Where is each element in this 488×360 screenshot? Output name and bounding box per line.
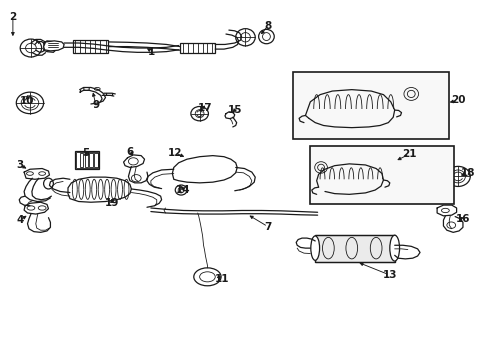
- Ellipse shape: [310, 236, 319, 260]
- Text: 11: 11: [215, 274, 229, 284]
- Text: 14: 14: [176, 185, 190, 195]
- Text: 8: 8: [264, 21, 271, 31]
- Polygon shape: [73, 40, 108, 53]
- Text: 13: 13: [382, 270, 396, 280]
- Polygon shape: [68, 177, 131, 202]
- Text: 21: 21: [401, 149, 416, 159]
- Bar: [315, 234, 394, 262]
- Bar: [76, 152, 98, 168]
- Bar: [89, 153, 93, 167]
- Text: 9: 9: [92, 100, 99, 110]
- Text: 18: 18: [460, 168, 474, 178]
- Polygon shape: [43, 41, 57, 50]
- Text: 5: 5: [82, 148, 89, 158]
- Text: 15: 15: [227, 105, 242, 115]
- Bar: [84, 153, 88, 167]
- Text: 12: 12: [168, 148, 182, 158]
- Text: 19: 19: [104, 198, 119, 208]
- Polygon shape: [43, 44, 57, 52]
- Bar: [310, 146, 453, 204]
- Polygon shape: [43, 41, 64, 51]
- Polygon shape: [180, 43, 215, 53]
- Text: 3: 3: [17, 160, 24, 170]
- Bar: [75, 150, 99, 169]
- Text: 20: 20: [450, 95, 465, 105]
- Bar: [293, 72, 448, 139]
- Polygon shape: [315, 234, 394, 262]
- Text: 17: 17: [198, 103, 212, 113]
- Polygon shape: [172, 156, 237, 183]
- Ellipse shape: [389, 235, 399, 261]
- Text: 2: 2: [9, 12, 17, 22]
- Text: 7: 7: [264, 222, 271, 231]
- Bar: [94, 153, 98, 167]
- Text: 10: 10: [20, 96, 35, 106]
- Text: 4: 4: [17, 215, 24, 225]
- Bar: [80, 153, 83, 167]
- Text: 6: 6: [126, 147, 133, 157]
- Text: 1: 1: [148, 46, 155, 57]
- Text: 16: 16: [455, 215, 469, 224]
